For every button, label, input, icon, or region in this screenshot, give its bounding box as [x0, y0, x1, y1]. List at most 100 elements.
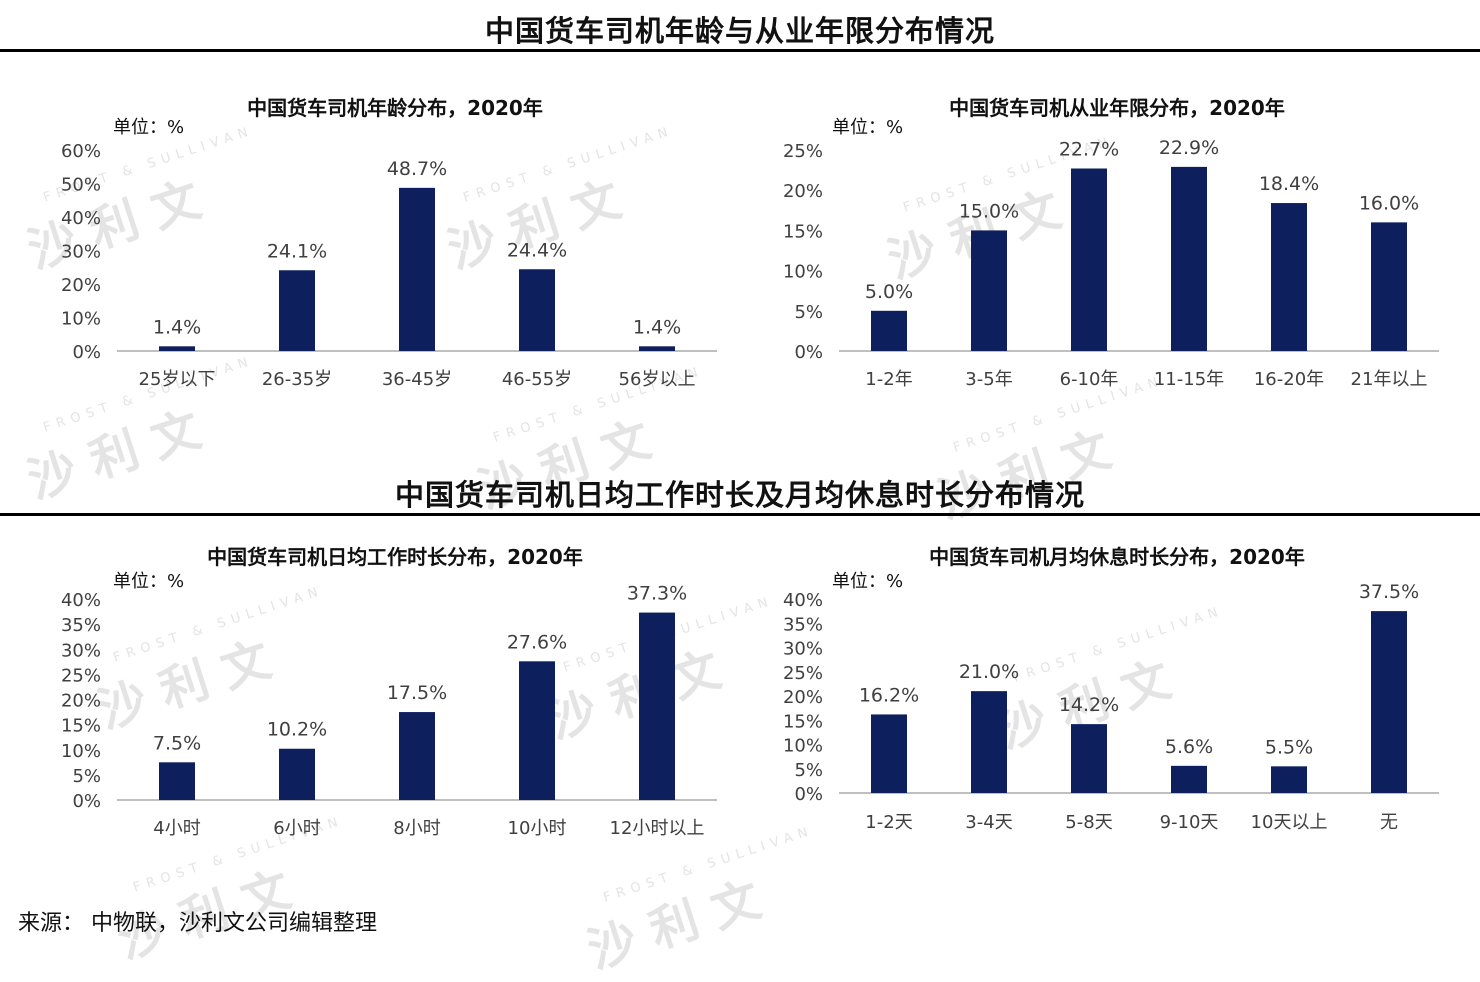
bar	[1271, 203, 1307, 351]
y-tick-label: 50%	[61, 175, 101, 196]
y-tick-label: 30%	[61, 640, 101, 661]
y-tick-label: 20%	[783, 687, 823, 708]
x-tick-label: 10小时	[508, 818, 567, 839]
data-label: 14.2%	[1059, 694, 1119, 716]
bar	[159, 762, 195, 800]
bar	[1371, 222, 1407, 351]
y-tick-label: 35%	[783, 614, 823, 635]
y-tick-label: 25%	[783, 663, 823, 684]
data-label: 37.3%	[627, 583, 687, 605]
y-tick-label: 0%	[72, 342, 101, 363]
data-label: 27.6%	[507, 631, 567, 653]
data-label: 48.7%	[387, 158, 447, 180]
x-tick-label: 36-45岁	[382, 369, 452, 390]
y-tick-label: 0%	[794, 342, 823, 363]
bar	[1071, 724, 1107, 793]
bar	[639, 346, 675, 351]
y-tick-label: 20%	[61, 691, 101, 712]
bar	[159, 346, 195, 351]
unit-label: 单位：%	[832, 117, 903, 138]
unit-label: 单位：%	[113, 571, 184, 592]
x-tick-label: 12小时以上	[610, 818, 705, 839]
data-label: 22.9%	[1159, 137, 1219, 159]
section-divider	[0, 513, 1480, 516]
x-tick-label: 56岁以上	[619, 369, 696, 390]
y-tick-label: 35%	[61, 615, 101, 636]
y-tick-label: 25%	[783, 141, 823, 162]
bar	[399, 187, 435, 351]
data-label: 22.7%	[1059, 138, 1119, 160]
y-tick-label: 10%	[61, 741, 101, 762]
bar	[639, 612, 675, 800]
y-tick-label: 0%	[72, 791, 101, 812]
y-tick-label: 40%	[61, 590, 101, 611]
x-tick-label: 6小时	[273, 818, 320, 839]
source-note: 来源： 中物联，沙利文公司编辑整理	[18, 911, 377, 936]
data-label: 24.1%	[267, 240, 327, 262]
x-tick-label: 1-2年	[865, 369, 912, 390]
section-title-work-rest: 中国货车司机日均工作时长及月均休息时长分布情况	[394, 478, 1085, 512]
x-tick-label: 5-8天	[1065, 812, 1112, 833]
data-label: 1.4%	[633, 316, 681, 338]
y-tick-label: 15%	[61, 716, 101, 737]
bar	[971, 230, 1007, 351]
bar	[1071, 168, 1107, 351]
y-tick-label: 10%	[61, 309, 101, 330]
y-tick-label: 0%	[794, 784, 823, 805]
bar	[519, 661, 555, 800]
data-label: 5.5%	[1265, 736, 1313, 758]
y-tick-label: 5%	[794, 760, 823, 781]
bar	[871, 714, 907, 793]
y-tick-label: 30%	[61, 242, 101, 263]
data-label: 1.4%	[153, 316, 201, 338]
bar	[399, 712, 435, 800]
data-label: 24.4%	[507, 239, 567, 261]
y-tick-label: 30%	[783, 639, 823, 660]
x-tick-label: 10天以上	[1251, 812, 1328, 833]
bar	[279, 270, 315, 351]
x-tick-label: 25岁以下	[139, 369, 216, 390]
y-tick-label: 20%	[783, 181, 823, 202]
y-tick-label: 20%	[61, 275, 101, 296]
unit-label: 单位：%	[113, 117, 184, 138]
x-tick-label: 21年以上	[1351, 369, 1428, 390]
y-tick-label: 10%	[783, 736, 823, 757]
chart-title: 中国货车司机日均工作时长分布，2020年	[207, 545, 583, 569]
data-label: 16.2%	[859, 684, 919, 706]
data-label: 37.5%	[1359, 581, 1419, 603]
y-tick-label: 15%	[783, 221, 823, 242]
y-tick-label: 25%	[61, 665, 101, 686]
y-tick-label: 15%	[783, 711, 823, 732]
data-label: 10.2%	[267, 719, 327, 741]
x-tick-label: 1-2天	[865, 812, 912, 833]
bar	[1171, 765, 1207, 793]
y-tick-label: 10%	[783, 262, 823, 283]
data-label: 21.0%	[959, 661, 1019, 683]
data-label: 16.0%	[1359, 192, 1419, 214]
section-divider	[0, 49, 1480, 52]
y-tick-label: 5%	[794, 302, 823, 323]
bar	[519, 269, 555, 351]
data-label: 15.0%	[959, 200, 1019, 222]
y-tick-label: 40%	[783, 590, 823, 611]
data-label: 18.4%	[1259, 173, 1319, 195]
x-tick-label: 无	[1380, 812, 1398, 833]
section-title-age-tenure: 中国货车司机年龄与从业年限分布情况	[484, 14, 995, 48]
bar	[1171, 166, 1207, 351]
bar	[1271, 766, 1307, 793]
x-tick-label: 4小时	[153, 818, 200, 839]
x-tick-label: 26-35岁	[262, 369, 332, 390]
data-label: 5.6%	[1165, 736, 1213, 758]
bar	[971, 691, 1007, 793]
x-tick-label: 6-10年	[1060, 369, 1119, 390]
chart-title: 中国货车司机月均休息时长分布，2020年	[929, 545, 1305, 569]
x-tick-label: 8小时	[393, 818, 440, 839]
x-tick-label: 3-5年	[965, 369, 1012, 390]
data-label: 7.5%	[153, 732, 201, 754]
x-tick-label: 11-15年	[1154, 369, 1224, 390]
bar	[279, 748, 315, 800]
data-label: 5.0%	[865, 281, 913, 303]
